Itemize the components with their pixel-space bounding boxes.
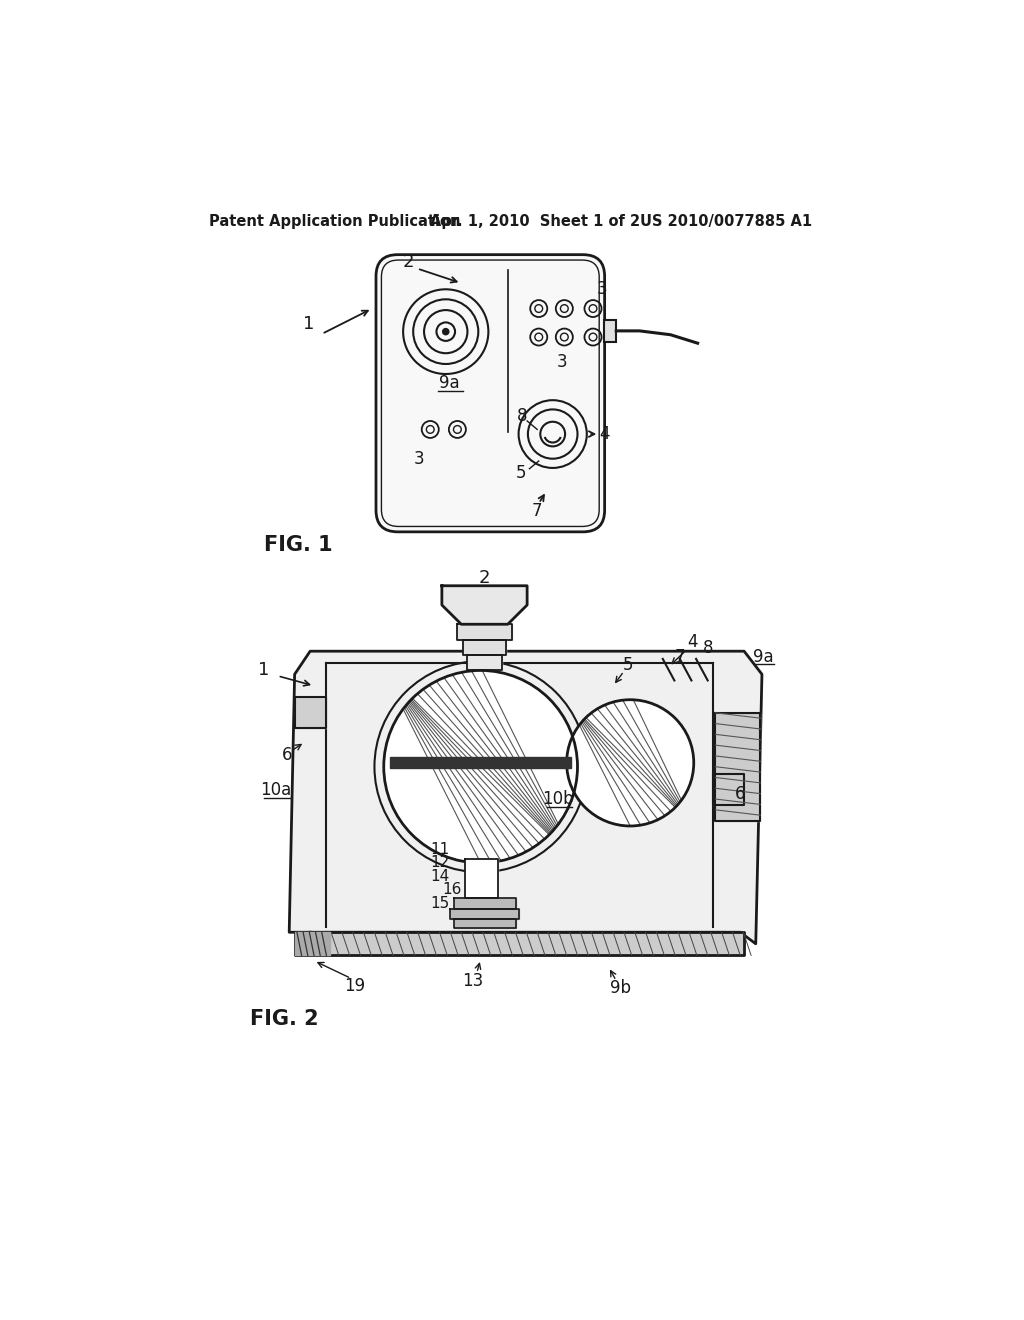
Bar (604, 321, 616, 342)
Circle shape (566, 700, 693, 826)
Text: 1: 1 (258, 661, 269, 680)
Text: 3: 3 (414, 450, 424, 467)
Polygon shape (463, 640, 506, 655)
Text: 10a: 10a (260, 781, 291, 799)
Text: US 2010/0077885 A1: US 2010/0077885 A1 (640, 214, 812, 230)
Text: 7: 7 (531, 502, 543, 520)
Polygon shape (295, 932, 330, 956)
Text: 3: 3 (597, 280, 607, 298)
Text: 16: 16 (442, 882, 462, 898)
Text: FIG. 2: FIG. 2 (251, 1010, 319, 1030)
Polygon shape (467, 655, 502, 671)
Text: 5: 5 (623, 656, 633, 675)
Circle shape (384, 671, 578, 863)
Text: 9a: 9a (754, 648, 774, 667)
Polygon shape (450, 909, 519, 919)
Text: 7: 7 (675, 648, 685, 667)
Text: 6: 6 (282, 746, 292, 764)
Polygon shape (295, 697, 326, 729)
Polygon shape (442, 586, 527, 624)
Text: 9a: 9a (439, 375, 460, 392)
Text: 2: 2 (479, 569, 490, 587)
Text: 8: 8 (702, 639, 713, 657)
Text: 5: 5 (516, 463, 526, 482)
FancyBboxPatch shape (376, 255, 604, 532)
Text: 1: 1 (303, 315, 314, 333)
Text: 4: 4 (599, 425, 610, 444)
Text: 13: 13 (462, 972, 483, 990)
Polygon shape (713, 775, 744, 805)
Polygon shape (295, 932, 744, 956)
Text: 9b: 9b (609, 979, 631, 998)
Polygon shape (454, 898, 515, 909)
Text: 14: 14 (431, 869, 450, 883)
Polygon shape (454, 919, 515, 928)
Text: 2: 2 (402, 253, 415, 272)
Text: 6: 6 (735, 784, 745, 803)
Polygon shape (465, 859, 499, 898)
Text: 11: 11 (431, 842, 450, 858)
Text: 3: 3 (557, 354, 567, 371)
Text: 15: 15 (431, 896, 450, 911)
Polygon shape (390, 758, 571, 768)
Text: 4: 4 (687, 634, 697, 651)
Text: Patent Application Publication: Patent Application Publication (209, 214, 461, 230)
Text: Apr. 1, 2010  Sheet 1 of 2: Apr. 1, 2010 Sheet 1 of 2 (430, 214, 640, 230)
Polygon shape (716, 713, 761, 821)
Text: 19: 19 (344, 977, 365, 995)
Text: 8: 8 (516, 408, 527, 425)
Text: 10b: 10b (543, 791, 573, 808)
Polygon shape (458, 624, 512, 640)
Text: 12: 12 (431, 855, 450, 870)
Polygon shape (289, 651, 762, 944)
Circle shape (442, 329, 449, 335)
Text: FIG. 1: FIG. 1 (263, 535, 332, 554)
